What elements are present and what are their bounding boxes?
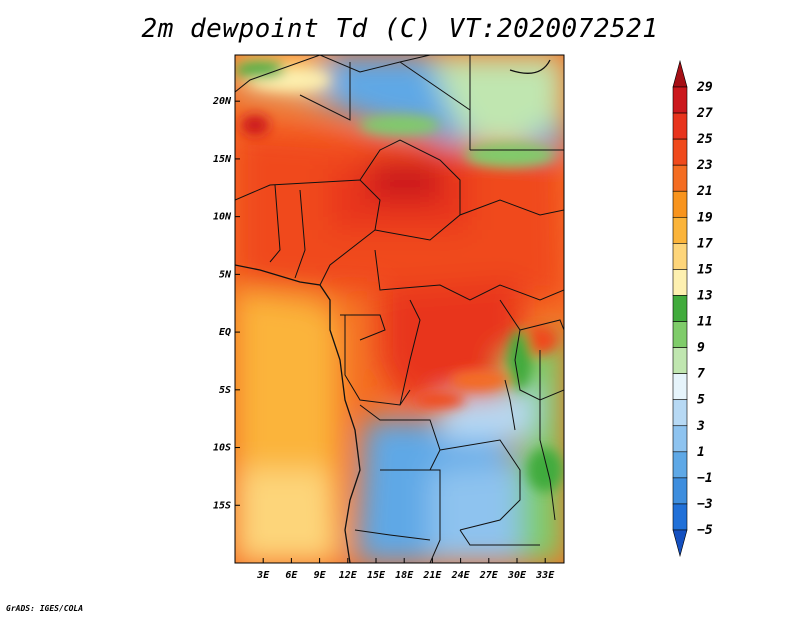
colorbar-level-label: −5 (697, 523, 713, 538)
y-tick-label: 5S (219, 385, 231, 396)
grads-credit: GrADS: IGES/COLA (6, 604, 84, 613)
x-tick-label: 6E (285, 570, 298, 581)
y-tick-label: 15S (213, 500, 231, 511)
colorbar-level-label: 19 (697, 210, 713, 225)
y-tick-label: 5N (219, 269, 232, 280)
colorbar-band (672, 138, 688, 166)
colorbar-level-label: −3 (697, 497, 713, 512)
colorbar-band (672, 86, 688, 114)
x-tick-label: 9E (314, 570, 327, 581)
colorbar-band (672, 164, 688, 192)
colorbar-band (672, 451, 688, 479)
x-tick-label: 3E (256, 570, 270, 581)
colorbar-level-label: 25 (696, 132, 713, 147)
x-tick-label: 27E (479, 570, 499, 581)
colorbar-band (672, 503, 688, 531)
colorbar-level-label: 1 (697, 445, 705, 460)
colorbar-band (672, 347, 688, 374)
x-tick-label: 30E (507, 570, 527, 581)
map-frame (234, 54, 565, 564)
dewpoint-field (235, 55, 564, 563)
y-tick-label: EQ (219, 327, 231, 338)
x-tick-label: 15E (367, 570, 386, 581)
colorbar-level-label: 7 (697, 367, 705, 382)
colorbar-level-label: 15 (697, 262, 713, 277)
axis-ticks (235, 100, 546, 563)
y-tick-label: 15N (213, 154, 232, 165)
x-tick-label: 12E (339, 570, 358, 581)
colorbar-level-label: 17 (697, 236, 713, 251)
colorbar-level-label: 21 (696, 184, 713, 199)
country-borders (235, 55, 564, 563)
y-tick-label: 10N (213, 212, 232, 223)
colorbar-band (672, 477, 688, 505)
x-tick-label: 33E (535, 570, 555, 581)
colorbar-labels: 29 27 25 23 21 19 17 15 13 11 9 7 5 3 1 −1 −3 −5 (696, 80, 713, 538)
colorbar-band (672, 295, 688, 322)
x-tick-label: 24E (451, 570, 471, 581)
y-tick-label: 20N (212, 96, 232, 107)
colorbar-level-label: 9 (697, 341, 705, 356)
x-tick-label: 21E (422, 570, 442, 581)
colorbar-band (672, 321, 688, 348)
colorbar-level-label: 27 (696, 106, 713, 121)
colorbar-band (672, 373, 688, 401)
colorbar-bottom-triangle (672, 529, 688, 558)
colorbar-band (672, 425, 688, 453)
colorbar-band (672, 243, 688, 270)
colorbar-top-triangle (672, 59, 688, 88)
chart-title: 2m dewpoint Td (C) VT:2020072521 (141, 14, 659, 44)
colorbar-level-label: 13 (697, 288, 713, 303)
colorbar (672, 59, 688, 558)
y-tick-label: 10S (213, 443, 231, 454)
colorbar-band (672, 399, 688, 427)
colorbar-band (672, 269, 688, 296)
colorbar-level-label: 5 (697, 393, 705, 408)
colorbar-level-label: 3 (696, 419, 705, 434)
colorbar-level-label: 29 (696, 80, 713, 95)
x-tick-label: 18E (395, 570, 414, 581)
axis-labels: 3E 6E 9E 12E 15E 18E 21E 24E 27E 30E 33E 20N 15N 10N 5… (212, 96, 555, 581)
colorbar-level-label: 11 (697, 315, 713, 330)
colorbar-level-label: −1 (697, 471, 713, 486)
colorbar-band (672, 112, 688, 140)
colorbar-band (672, 216, 688, 244)
colorbar-level-label: 23 (696, 158, 713, 173)
colorbar-band (672, 190, 688, 218)
